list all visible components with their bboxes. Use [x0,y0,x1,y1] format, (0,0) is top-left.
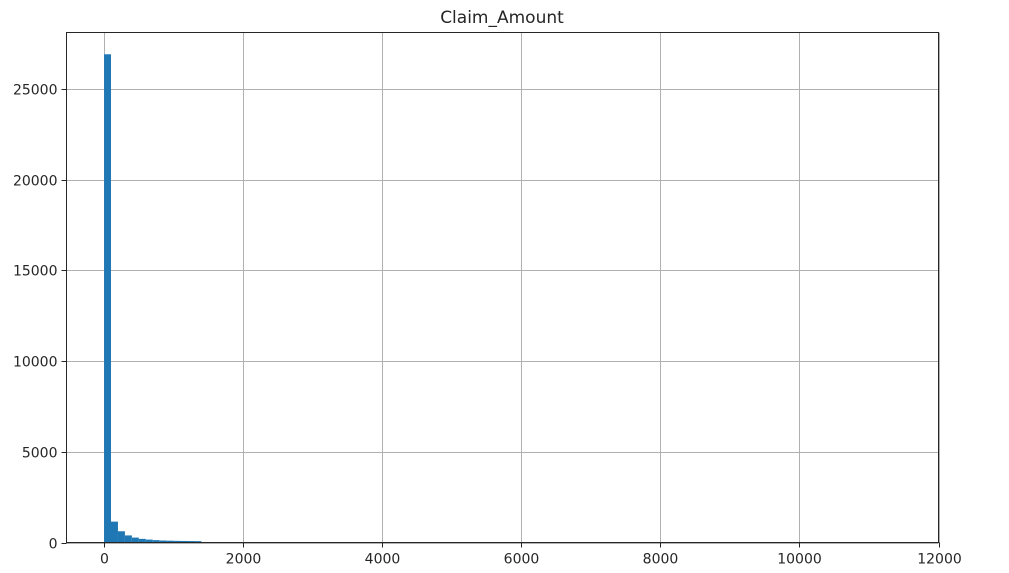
chart-title: Claim_Amount [440,8,564,28]
histogram-bar [138,538,146,543]
x-tick-label: 12000 [917,552,962,568]
x-tick-label: 8000 [643,552,679,568]
histogram-bar [145,539,153,543]
histogram-bar [187,541,195,543]
y-tick-label: 5000 [22,446,58,462]
y-tick-label: 15000 [13,264,58,280]
histogram-bar [131,537,139,543]
y-axis: 0 5000 10000 15000 20000 25000 [13,83,67,553]
histogram-bars [104,54,237,543]
histogram-bar [173,540,181,543]
x-tick-label: 0 [100,552,109,568]
x-axis: 0 2000 4000 6000 8000 10000 12000 [100,542,962,568]
histogram-bar [104,54,112,543]
plot-frame [66,32,939,543]
histogram-bar [194,541,202,543]
y-tick-label: 25000 [13,83,58,99]
y-tick-label: 20000 [13,174,58,190]
histogram-bar [152,540,160,543]
histogram-bar [180,540,188,543]
x-tick-label: 2000 [226,552,262,568]
x-tick-label: 4000 [365,552,401,568]
x-tick-label: 10000 [777,552,822,568]
histogram-bar [124,535,132,543]
histogram-bar [159,540,167,543]
grid [66,32,940,544]
histogram-bar [117,531,125,543]
histogram-bar [111,521,118,543]
x-tick-label: 6000 [504,552,540,568]
y-tick-label: 0 [49,537,58,553]
y-tick-label: 10000 [13,355,58,371]
histogram-bar [166,540,174,543]
